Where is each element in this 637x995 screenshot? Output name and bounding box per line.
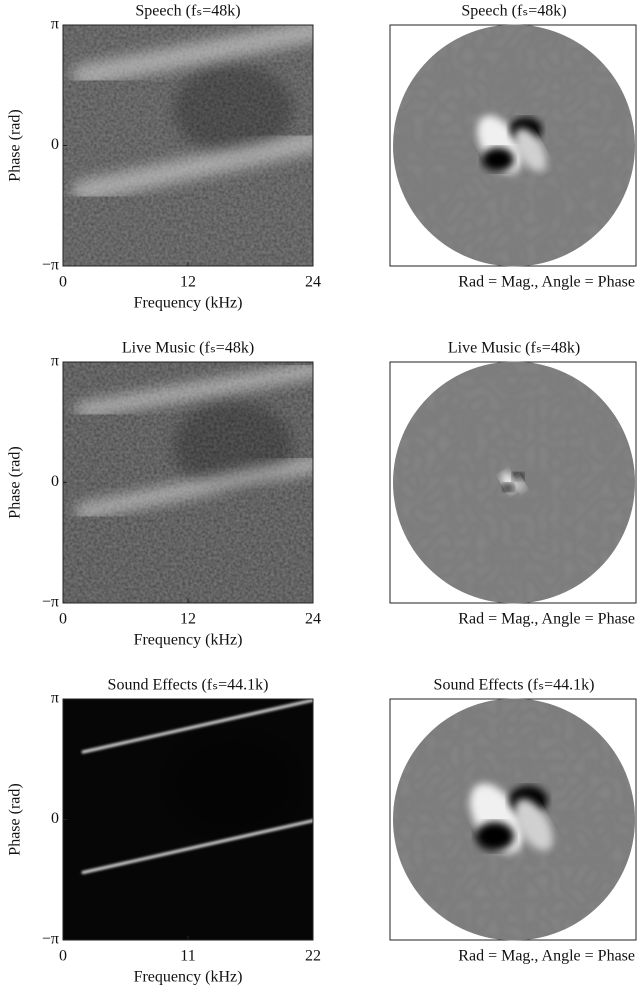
phase-band (81, 819, 313, 875)
y-axis-label: Phase (rad) (7, 446, 24, 518)
x-tick-label: 12 (180, 611, 196, 628)
x-tick-label: 24 (305, 611, 321, 628)
x-tick-label: 24 (305, 274, 321, 291)
x-tick-label: 11 (180, 948, 195, 965)
polar-caption: Rad = Mag., Angle = Phase (458, 274, 635, 291)
polar-swirl (501, 471, 526, 493)
y-tick-label: π (51, 16, 59, 33)
phase-band (72, 130, 313, 203)
y-tick-label: 0 (51, 136, 59, 153)
swirl-light (514, 798, 553, 851)
polar-title: Speech (fₛ=48k) (461, 3, 566, 20)
x-axis-label: Frequency (kHz) (134, 632, 243, 649)
x-axis-label: Frequency (kHz) (134, 295, 243, 312)
phase-band (75, 456, 313, 520)
heatmap-title: Speech (fₛ=48k) (135, 3, 240, 20)
x-tick-label: 0 (59, 274, 67, 291)
polar-title: Sound Effects (fₛ=44.1k) (434, 677, 595, 694)
phase-band (75, 362, 313, 419)
phase-band (81, 699, 313, 754)
polar-caption: Rad = Mag., Angle = Phase (458, 948, 635, 965)
heatmap-title: Live Music (fₛ=48k) (122, 340, 254, 357)
swirl-light (514, 476, 526, 492)
heatmap (63, 699, 313, 940)
y-tick-label: −π (42, 931, 59, 948)
y-tick-label: 0 (51, 810, 59, 827)
heatmap-bg (63, 699, 313, 940)
swirl-dark (482, 147, 514, 172)
y-axis-label: Phase (rad) (7, 109, 24, 181)
y-tick-label: π (51, 353, 59, 370)
heatmap-title: Sound Effects (fₛ=44.1k) (108, 677, 269, 694)
x-tick-label: 22 (305, 948, 321, 965)
y-tick-label: 0 (51, 473, 59, 490)
x-axis-label: Frequency (kHz) (134, 969, 243, 986)
polar-caption: Rad = Mag., Angle = Phase (458, 611, 635, 628)
y-axis-label: Phase (rad) (7, 783, 24, 855)
polar-swirl (477, 115, 547, 174)
dark-region (173, 64, 293, 155)
phase-band (72, 25, 313, 87)
swirl-dark (502, 483, 514, 492)
swirl-dark (475, 821, 514, 851)
dark-region (173, 738, 293, 829)
x-tick-label: 0 (59, 948, 67, 965)
x-tick-label: 12 (180, 274, 196, 291)
polar-title: Live Music (fₛ=48k) (448, 340, 580, 357)
heatmap (63, 25, 313, 266)
y-tick-label: −π (42, 257, 59, 274)
polar-swirl (469, 783, 553, 854)
swirl-light (514, 128, 547, 172)
x-tick-label: 0 (59, 611, 67, 628)
y-tick-label: −π (42, 594, 59, 611)
heatmap (63, 362, 313, 603)
y-tick-label: π (51, 690, 59, 707)
